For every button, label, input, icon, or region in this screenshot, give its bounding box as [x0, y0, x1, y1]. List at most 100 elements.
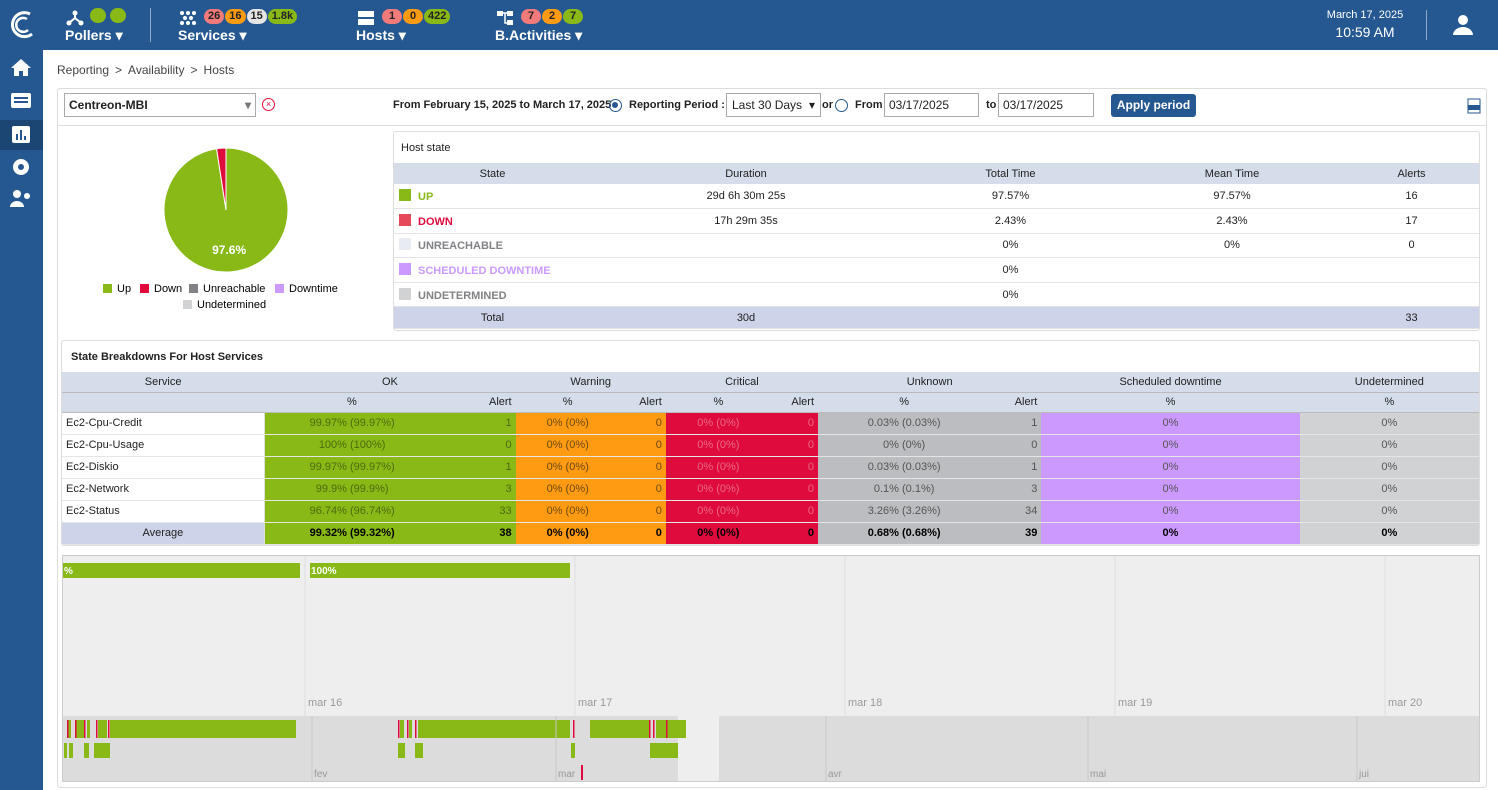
hosts-menu[interactable]: Hosts ▾ [356, 27, 406, 43]
cell: 0 [619, 522, 666, 545]
cell-text: 0% [1224, 239, 1240, 252]
overview-tick [84, 720, 86, 738]
cell: 2.43% [1120, 208, 1344, 234]
pollers-menu[interactable]: Pollers ▾ [65, 27, 123, 43]
state-row: UP 29d 6h 30m 25s 97.57% 97.57% 16 [394, 184, 1479, 210]
cell-text: 0% [1002, 239, 1019, 252]
cell: 38 [439, 522, 516, 545]
cell: 0% [1041, 500, 1300, 523]
badge: 1 [382, 9, 402, 24]
day-label: mar 18 [848, 697, 882, 709]
breadcrumb: Reporting > Availability > Hosts [57, 63, 234, 77]
host-name: Centreon-MBI [69, 98, 148, 112]
cell: Ec2-Status [62, 500, 265, 523]
cell-text: 29d 6h 30m 25s [706, 190, 786, 203]
radio-period[interactable] [609, 99, 622, 112]
radio-custom[interactable] [835, 99, 848, 112]
timeline-bar [310, 563, 570, 578]
state-swatch [399, 213, 411, 226]
cell: 30d [591, 306, 901, 330]
nav-label: B.Activities [495, 27, 572, 43]
apply-button[interactable]: Apply period [1111, 94, 1196, 117]
services-menu[interactable]: Services ▾ [178, 27, 247, 43]
to-date[interactable]: 03/17/2025 [998, 93, 1094, 117]
divider [57, 125, 1487, 126]
state-swatch [399, 238, 411, 251]
services-icon [180, 11, 196, 25]
poller-latency[interactable] [110, 8, 126, 23]
cell: 0 [439, 434, 516, 457]
host-state-panel: Host state State Duration Total Time Mean Ti… [393, 131, 1480, 331]
cell: 1 [990, 412, 1042, 435]
badge: 26 [204, 9, 225, 24]
cell [1120, 306, 1344, 330]
legend-label: Unreachable [203, 283, 265, 295]
overview-bar [84, 743, 89, 758]
overview-bar [98, 720, 107, 738]
poller-status[interactable] [90, 8, 106, 23]
legend-label: Undetermined [197, 299, 266, 311]
from-label: From [855, 99, 883, 111]
overview-bar [590, 720, 650, 738]
cell: 0% (0%) [665, 478, 771, 501]
crumb-item: Availability [128, 63, 185, 77]
ba-menu[interactable]: B.Activities ▾ [495, 27, 583, 43]
cell-text: 97.57% [991, 190, 1030, 203]
cell-text: 30d [736, 311, 756, 324]
badge: 16 [225, 9, 246, 24]
bar-label: % [64, 566, 73, 577]
from-date[interactable]: 03/17/2025 [884, 93, 979, 117]
day-label: mar 16 [308, 697, 342, 709]
cell: 0% [1041, 434, 1300, 457]
state-name: SCHEDULED DOWNTIME [418, 265, 551, 278]
nav-label: Hosts [356, 27, 395, 43]
cell-text: 0 [1408, 239, 1415, 252]
cell: 99.97% (99.97%) [264, 456, 440, 479]
export-csv[interactable] [1467, 98, 1481, 114]
cell-text: 16 [1405, 190, 1418, 203]
cell-text: 2.43% [994, 214, 1027, 227]
host-select[interactable]: Centreon-MBI ▾ [64, 93, 256, 117]
sidebar-icons[interactable] [0, 50, 43, 220]
cell: 29d 6h 30m 25s [591, 184, 901, 210]
timeline-bg [63, 556, 1479, 716]
overview-tick [573, 720, 575, 738]
panel-title: Host state [401, 142, 451, 154]
overview-tick [666, 720, 668, 738]
cell: 99.32% (99.32%) [264, 522, 440, 545]
cell: 0% [1299, 434, 1479, 457]
clear-button[interactable]: × [262, 98, 275, 111]
legend-swatch [103, 284, 112, 293]
header-row: State Duration Total Time Mean Time Alerts [394, 163, 1479, 184]
state-row: DOWN 17h 29m 35s 2.43% 2.43% 17 [394, 208, 1479, 234]
cell [591, 257, 901, 283]
cell-text: Total [480, 311, 505, 324]
cell: 0% [901, 233, 1120, 259]
service-row: Ec2-Cpu-Usage 100% (100%) 0 0% (0%) 0 0% (0%)… [62, 434, 1479, 457]
column-header: Service [62, 372, 265, 393]
legend-label: Downtime [289, 283, 338, 295]
cell: UNREACHABLE [394, 233, 591, 259]
cell: 0 [619, 412, 666, 435]
cell-text: 33 [1405, 311, 1418, 324]
user-icon[interactable] [1452, 14, 1474, 36]
cell-text: 17h 29m 35s [714, 214, 778, 227]
column-header: Warning [515, 372, 666, 393]
cell [1120, 282, 1344, 308]
cell: 0 [770, 412, 819, 435]
column-header: Duration [591, 163, 901, 184]
overview-bg [63, 716, 1479, 781]
column-subheader: % [818, 392, 991, 413]
overview-tick [108, 720, 110, 738]
overview-bar [656, 720, 686, 738]
total-row: Total 30d 33 [394, 306, 1479, 330]
column-header: Scheduled downtime [1041, 372, 1300, 393]
cell: Ec2-Cpu-Credit [62, 412, 265, 435]
column-subheader: % [264, 392, 440, 413]
cell [591, 282, 901, 308]
cell: 0.03% (0.03%) [818, 456, 991, 479]
bar-label: 100% [311, 566, 337, 577]
period-select[interactable]: Last 30 Days ▾ [726, 93, 821, 117]
cell: 0 [990, 434, 1042, 457]
cell: 0% (0%) [665, 412, 771, 435]
